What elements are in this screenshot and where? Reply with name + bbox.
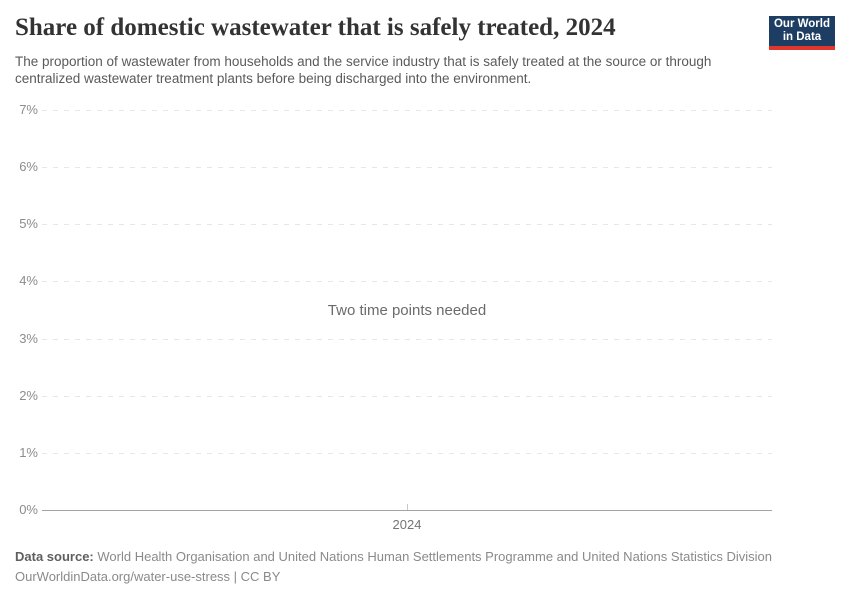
y-axis-tick-label: 7%: [19, 102, 38, 117]
owid-logo-line1: Our World: [773, 18, 830, 30]
gridline: [42, 224, 772, 226]
data-source-line: Data source: World Health Organisation a…: [15, 548, 835, 565]
y-axis-tick-label: 1%: [19, 444, 38, 460]
data-source-text: World Health Organisation and United Nat…: [97, 549, 773, 564]
attribution-line: OurWorldinData.org/water-use-stress | CC…: [15, 569, 281, 584]
gridline: [42, 338, 772, 340]
x-axis-tick-label: 2024: [392, 517, 422, 532]
gridline: [42, 167, 772, 169]
chart-subtitle: The proportion of wastewater from househ…: [15, 54, 712, 86]
y-axis-tick-label: 6%: [19, 159, 38, 175]
y-axis-tick-label: 0%: [19, 502, 38, 517]
owid-logo: Our World in Data: [769, 16, 835, 50]
gridline: [42, 395, 772, 397]
x-axis-tick: [407, 504, 408, 510]
gridline: [42, 452, 772, 454]
x-axis-line: [42, 510, 772, 511]
gridline: [42, 281, 772, 283]
y-axis-tick-label: 4%: [19, 273, 38, 289]
y-axis-tick-label: 3%: [19, 330, 38, 346]
owid-logo-line2: in Data: [782, 31, 822, 43]
gridline: [42, 110, 772, 111]
empty-state-message: Two time points needed: [327, 302, 487, 319]
data-source-label: Data source:: [15, 549, 94, 564]
y-axis-tick-label: 5%: [19, 216, 38, 232]
chart-title: Share of domestic wastewater that is saf…: [15, 14, 616, 41]
y-axis-tick-label: 2%: [19, 387, 38, 403]
